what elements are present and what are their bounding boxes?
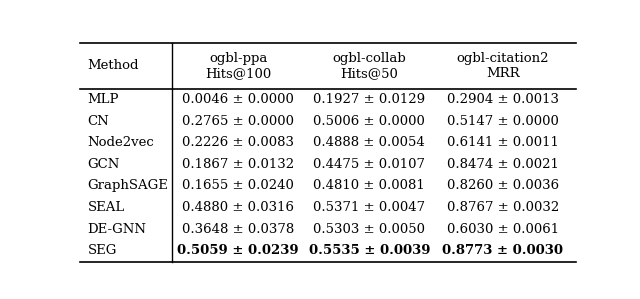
Text: Method: Method <box>88 59 139 72</box>
Text: 0.3648 ± 0.0378: 0.3648 ± 0.0378 <box>182 223 294 236</box>
Text: DE-GNN: DE-GNN <box>88 223 147 236</box>
Text: 0.5371 ± 0.0047: 0.5371 ± 0.0047 <box>313 201 426 214</box>
Text: 0.8260 ± 0.0036: 0.8260 ± 0.0036 <box>447 179 559 193</box>
Text: 0.5147 ± 0.0000: 0.5147 ± 0.0000 <box>447 115 559 128</box>
Text: 0.8474 ± 0.0021: 0.8474 ± 0.0021 <box>447 158 559 171</box>
Text: 0.4880 ± 0.0316: 0.4880 ± 0.0316 <box>182 201 294 214</box>
Text: 0.1655 ± 0.0240: 0.1655 ± 0.0240 <box>182 179 294 193</box>
Text: 0.4888 ± 0.0054: 0.4888 ± 0.0054 <box>314 136 425 149</box>
Text: 0.1867 ± 0.0132: 0.1867 ± 0.0132 <box>182 158 294 171</box>
Text: ogbl-collab
Hits@50: ogbl-collab Hits@50 <box>332 52 406 80</box>
Text: 0.0046 ± 0.0000: 0.0046 ± 0.0000 <box>182 93 294 106</box>
Text: ogbl-citation2
MRR: ogbl-citation2 MRR <box>457 52 549 80</box>
Text: 0.4475 ± 0.0107: 0.4475 ± 0.0107 <box>314 158 426 171</box>
Text: 0.2765 ± 0.0000: 0.2765 ± 0.0000 <box>182 115 294 128</box>
Text: GCN: GCN <box>88 158 120 171</box>
Text: Node2vec: Node2vec <box>88 136 154 149</box>
Text: 0.4810 ± 0.0081: 0.4810 ± 0.0081 <box>314 179 425 193</box>
Text: ogbl-ppa
Hits@100: ogbl-ppa Hits@100 <box>205 52 271 80</box>
Text: 0.8773 ± 0.0030: 0.8773 ± 0.0030 <box>442 244 563 257</box>
Text: 0.2904 ± 0.0013: 0.2904 ± 0.0013 <box>447 93 559 106</box>
Text: 0.6141 ± 0.0011: 0.6141 ± 0.0011 <box>447 136 559 149</box>
Text: 0.5535 ± 0.0039: 0.5535 ± 0.0039 <box>308 244 430 257</box>
Text: SEG: SEG <box>88 244 117 257</box>
Text: 0.2226 ± 0.0083: 0.2226 ± 0.0083 <box>182 136 294 149</box>
Text: GraphSAGE: GraphSAGE <box>88 179 168 193</box>
Text: 0.5006 ± 0.0000: 0.5006 ± 0.0000 <box>314 115 425 128</box>
Text: 0.6030 ± 0.0061: 0.6030 ± 0.0061 <box>447 223 559 236</box>
Text: 0.8767 ± 0.0032: 0.8767 ± 0.0032 <box>447 201 559 214</box>
Text: CN: CN <box>88 115 109 128</box>
Text: SEAL: SEAL <box>88 201 125 214</box>
Text: 0.5303 ± 0.0050: 0.5303 ± 0.0050 <box>314 223 426 236</box>
Text: MLP: MLP <box>88 93 119 106</box>
Text: 0.5059 ± 0.0239: 0.5059 ± 0.0239 <box>177 244 299 257</box>
Text: 0.1927 ± 0.0129: 0.1927 ± 0.0129 <box>313 93 426 106</box>
